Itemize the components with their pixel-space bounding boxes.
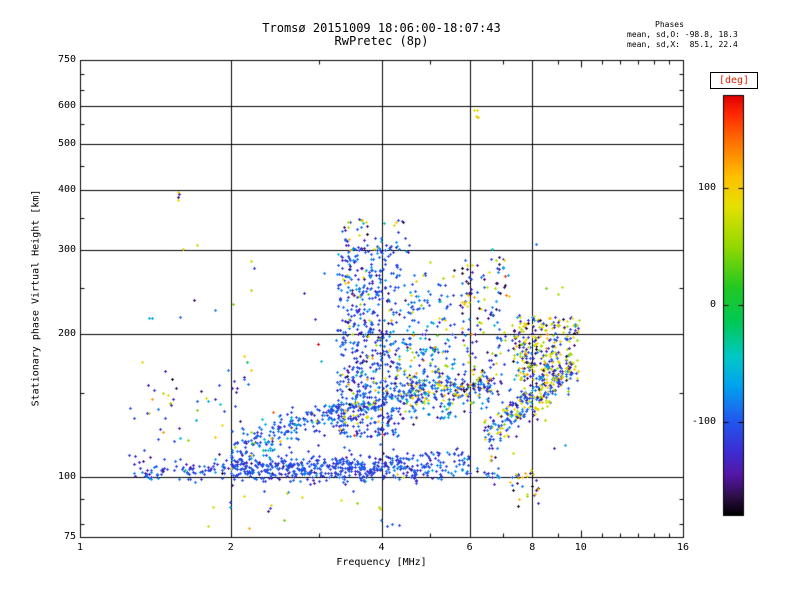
x-tick-label: 4	[378, 542, 385, 553]
x-tick-label: 1	[76, 542, 84, 553]
y-tick-label: 75	[63, 531, 76, 542]
y-tick-label: 100	[57, 471, 76, 483]
y-tick-label: 400	[57, 184, 76, 196]
phases-mean-sd-x: mean, sd,X: 85.1, 22.4	[627, 40, 738, 49]
colorbar-tick-label: 100	[697, 182, 716, 194]
colorbar-tick-label: 0	[709, 299, 716, 310]
plot-subtitle: RwPretec (8p)	[334, 34, 429, 48]
x-tick-label: 10	[574, 542, 587, 553]
x-tick-label: 2	[227, 542, 234, 553]
colorbar-tick-label: -100	[691, 415, 716, 427]
y-tick-label: 750	[57, 54, 76, 65]
x-tick-label: 6	[466, 542, 473, 553]
y-tick-label: 300	[57, 243, 76, 255]
x-axis-label: Frequency [MHz]	[336, 557, 427, 568]
colorbar-unit-label: [deg]	[710, 72, 758, 89]
phases-mean-sd-o: mean, sd,O: -98.8, 18.3	[627, 30, 738, 39]
phases-annotation-header: Phases	[655, 20, 684, 29]
y-tick-label: 600	[57, 100, 76, 112]
x-tick-label: 16	[676, 542, 690, 553]
y-axis-label: Stationary phase Virtual Height [km]	[30, 189, 42, 407]
plot-title: Tromsø 20151009 18:06:00-18:07:43	[262, 21, 501, 35]
x-tick-label: 8	[529, 542, 536, 553]
y-tick-label: 500	[57, 137, 76, 149]
y-tick-label: 200	[57, 327, 76, 339]
